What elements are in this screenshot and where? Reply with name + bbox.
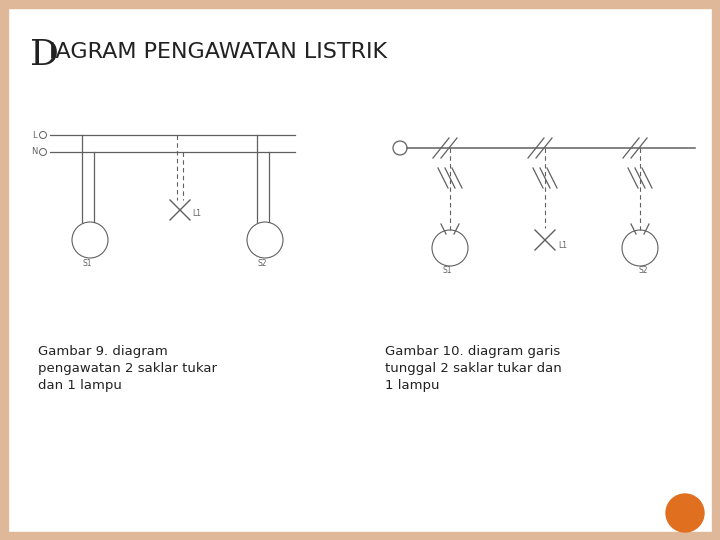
Text: S1: S1: [82, 259, 91, 268]
Circle shape: [666, 494, 704, 532]
Text: L: L: [32, 131, 37, 139]
Text: S2: S2: [257, 259, 266, 268]
Text: S2: S2: [638, 266, 648, 275]
Text: Gambar 9. diagram
pengawatan 2 saklar tukar
dan 1 lampu: Gambar 9. diagram pengawatan 2 saklar tu…: [38, 345, 217, 392]
Text: Gambar 10. diagram garis
tunggal 2 saklar tukar dan
1 lampu: Gambar 10. diagram garis tunggal 2 sakla…: [385, 345, 562, 392]
Text: IAGRAM PENGAWATAN LISTRIK: IAGRAM PENGAWATAN LISTRIK: [49, 42, 387, 62]
Text: L1: L1: [192, 210, 201, 219]
Text: S1: S1: [442, 266, 451, 275]
Text: D: D: [30, 38, 59, 72]
Text: N: N: [31, 147, 37, 157]
Text: L1: L1: [558, 241, 567, 251]
